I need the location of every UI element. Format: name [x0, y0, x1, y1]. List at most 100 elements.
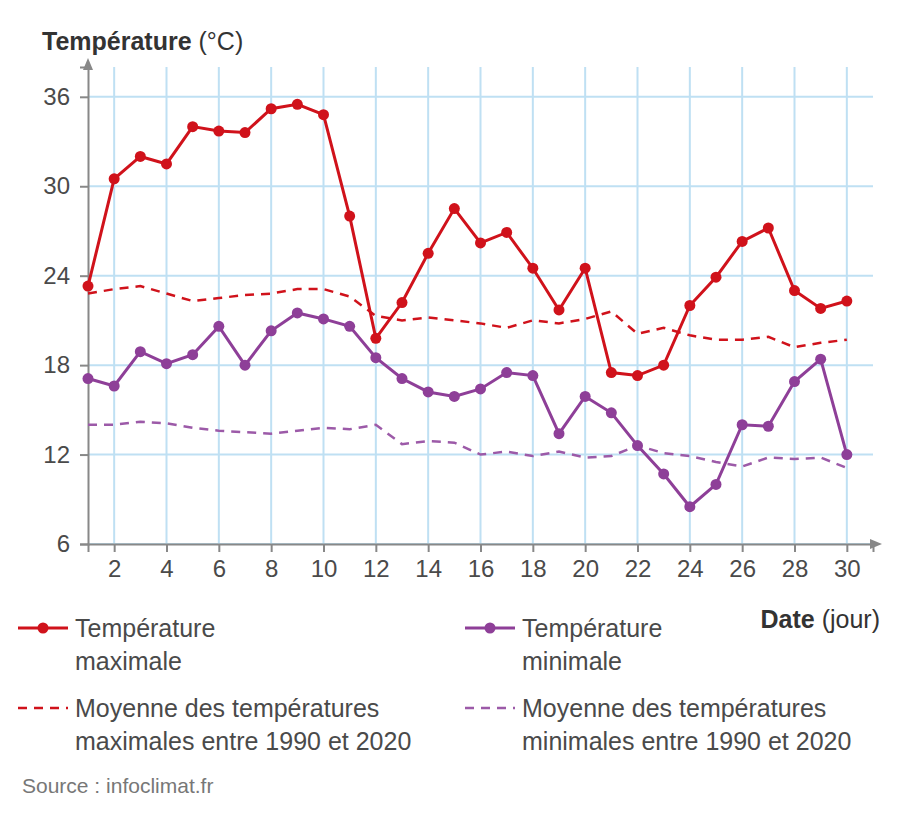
x-axis-tick-mark: [846, 544, 848, 552]
series-point: [475, 237, 486, 248]
series-point: [423, 248, 434, 259]
x-axis-tick-label: 6: [213, 555, 226, 582]
y-grid-line: [88, 185, 873, 187]
y-axis-tick-mark: [80, 544, 88, 546]
series-point: [815, 303, 826, 314]
x-grid-line: [480, 67, 482, 544]
x-axis-tick: 18: [520, 544, 547, 582]
x-axis-tick-mark: [480, 544, 482, 552]
x-axis-tick: 6: [213, 544, 226, 582]
legend-swatch: [465, 707, 515, 710]
title-normal-part: (°C): [192, 27, 244, 55]
x-grid-line: [218, 67, 220, 544]
x-axis-line: [89, 545, 874, 553]
x-axis-arrow: [870, 539, 882, 549]
legend-label-line: Moyenne des températures: [522, 694, 826, 722]
legend-item: Moyenne des températuresminimales entre …: [465, 694, 851, 755]
x-axis-tick-mark: [323, 544, 325, 552]
series-point: [527, 370, 538, 381]
x-axis-tick-mark: [114, 544, 116, 552]
series-point: [266, 325, 277, 336]
title-bold-part: Température: [42, 27, 192, 55]
x-axis-tick: 4: [160, 544, 173, 582]
x-axis-tick-mark: [428, 544, 430, 552]
x-axis-tick-mark: [637, 544, 639, 552]
x-axis-tick-mark: [585, 544, 587, 552]
x-axis-tick-label: 4: [160, 555, 173, 582]
y-axis-tick-label: 24: [43, 262, 70, 289]
series-point: [344, 321, 355, 332]
legend-label: Températuremaximale: [75, 614, 215, 675]
y-axis-tick-label: 30: [43, 172, 70, 199]
y-axis-tick: 24: [43, 262, 88, 289]
x-axis-tick-label: 10: [311, 555, 338, 582]
y-axis-tick-mark: [80, 275, 88, 277]
series-point: [606, 367, 617, 378]
series-point: [135, 346, 146, 357]
y-axis-tick: 12: [43, 441, 88, 468]
legend: TempératuremaximaleTempératureminimaleMo…: [18, 614, 851, 755]
legend-label-line: maximales entre 1990 et 2020: [75, 727, 411, 755]
x-axis-tick: 8: [265, 544, 278, 582]
series-point: [658, 468, 669, 479]
series-point: [501, 367, 512, 378]
y-axis-tick-mark: [80, 454, 88, 456]
series-point: [658, 360, 669, 371]
x-axis-tick: 2: [108, 544, 121, 582]
x-axis-tick-mark: [271, 544, 273, 552]
legend-label: Températureminimale: [522, 614, 662, 675]
series-point: [789, 285, 800, 296]
series-point: [292, 99, 303, 110]
series-point: [109, 380, 120, 391]
series-point: [292, 307, 303, 318]
x-axis-tick-mark: [375, 544, 377, 552]
x-axis-tick-label: 8: [265, 555, 278, 582]
title-normal-part: (jour): [815, 605, 880, 633]
series-point: [841, 296, 852, 307]
x-grid-line: [270, 67, 272, 544]
series-line: [88, 313, 847, 507]
x-grid-line: [584, 67, 586, 544]
x-axis-tick-mark: [166, 544, 168, 552]
series-point: [240, 360, 251, 371]
series-point: [737, 236, 748, 247]
series-point: [266, 103, 277, 114]
x-axis-title: Date (jour): [761, 605, 880, 633]
series-point: [109, 173, 120, 184]
y-axis-tick-label: 12: [43, 441, 70, 468]
series-point: [815, 354, 826, 365]
series-point: [213, 126, 224, 137]
legend-label-line: Température: [75, 614, 215, 642]
x-axis-tick: 28: [782, 544, 809, 582]
x-axis-tick-label: 12: [363, 555, 390, 582]
chart: 2468101214161820222426283061218243036Tem…: [0, 0, 905, 815]
x-axis: 24681012141618202224262830: [89, 544, 874, 582]
series-point: [789, 376, 800, 387]
series-point: [449, 391, 460, 402]
y-axis-arrow: [83, 58, 93, 70]
series-point: [397, 297, 408, 308]
series-point: [370, 352, 381, 363]
series-point: [161, 158, 172, 169]
y-axis-tick: 30: [43, 172, 88, 199]
y-axis-tick-label: 36: [43, 83, 70, 110]
series-point: [841, 449, 852, 460]
series-point: [684, 300, 695, 311]
x-axis-tick-label: 28: [782, 555, 809, 582]
y-axis: 61218243036: [43, 68, 88, 558]
legend-label: Moyenne des températuresminimales entre …: [522, 694, 851, 755]
series-point: [423, 386, 434, 397]
series-point: [344, 211, 355, 222]
legend-item: Températuremaximale: [18, 614, 215, 675]
y-axis-tick-mark: [80, 365, 88, 367]
x-axis-tick-mark: [689, 544, 691, 552]
series-point: [318, 313, 329, 324]
y-axis-tick: 36: [43, 83, 88, 110]
series-point: [554, 304, 565, 315]
series-line: [88, 286, 847, 347]
series-point: [475, 383, 486, 394]
legend-label-line: minimale: [522, 647, 622, 675]
series-point: [606, 407, 617, 418]
series-point: [711, 479, 722, 490]
legend-item: Moyenne des températuresmaximales entre …: [18, 694, 411, 755]
